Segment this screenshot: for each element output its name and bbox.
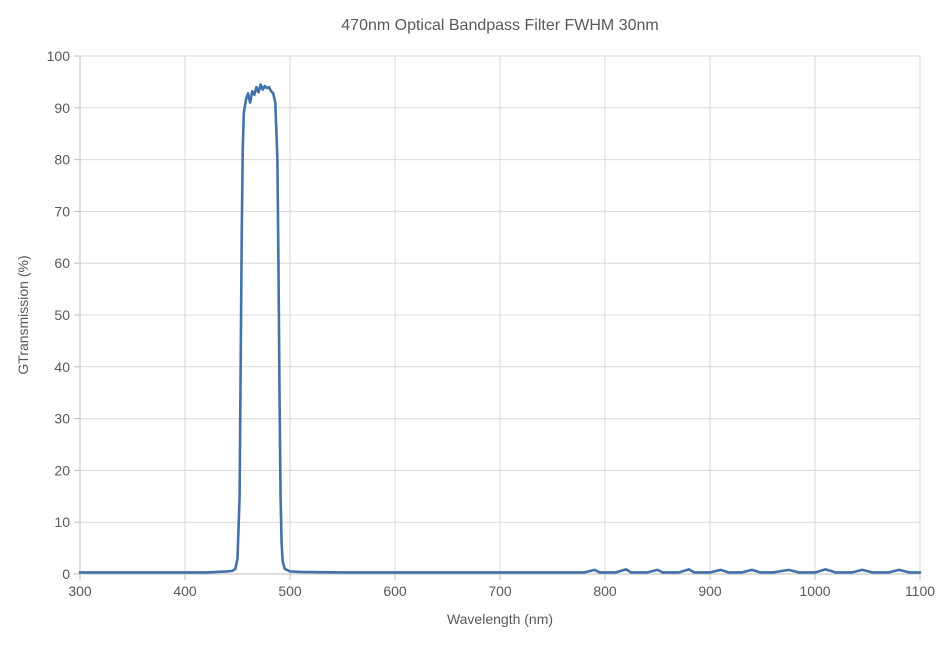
y-tick-label: 10 bbox=[54, 514, 70, 530]
chart-svg: 300 400 500 600 700 800 900 1000 1100 0 10 20 30 40 50… bbox=[0, 0, 947, 650]
chart-container: 300 400 500 600 700 800 900 1000 1100 0 10 20 30 40 50… bbox=[0, 0, 947, 650]
y-tick-label: 60 bbox=[54, 255, 70, 271]
x-tick-label: 800 bbox=[593, 583, 617, 599]
y-tick-label: 40 bbox=[54, 359, 70, 375]
x-tick-label: 900 bbox=[698, 583, 722, 599]
y-axis-label: GTransmission (%) bbox=[15, 255, 31, 374]
y-tick-label: 0 bbox=[62, 566, 70, 582]
x-axis-label: Wavelength (nm) bbox=[447, 611, 553, 627]
y-tick-label: 30 bbox=[54, 411, 70, 427]
y-tick-label: 100 bbox=[47, 48, 71, 64]
x-tick-label: 1100 bbox=[905, 583, 935, 599]
y-tick-label: 20 bbox=[54, 462, 70, 478]
chart-title: 470nm Optical Bandpass Filter FWHM 30nm bbox=[341, 17, 658, 34]
x-tick-label: 600 bbox=[383, 583, 407, 599]
y-tick-label: 50 bbox=[54, 307, 70, 323]
x-tick-label: 1000 bbox=[799, 583, 830, 599]
y-tick-label: 70 bbox=[54, 203, 70, 219]
x-tick-label: 500 bbox=[278, 583, 302, 599]
x-tick-label: 300 bbox=[68, 583, 92, 599]
y-tick-label: 90 bbox=[54, 100, 70, 116]
x-tick-label: 700 bbox=[488, 583, 512, 599]
y-tick-label: 80 bbox=[54, 152, 70, 168]
x-tick-label: 400 bbox=[173, 583, 197, 599]
